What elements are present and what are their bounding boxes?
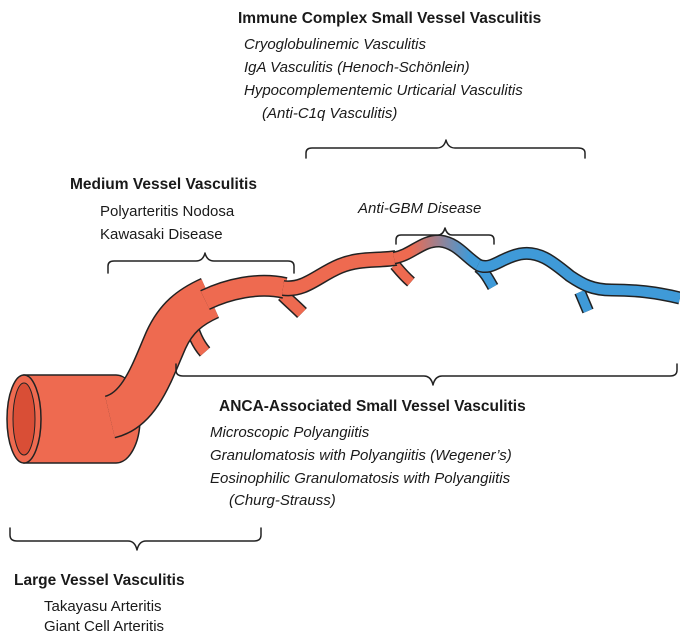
- medium-vessel-item: Polyarteritis Nodosa: [100, 203, 235, 220]
- main-vessel-blue: [475, 246, 680, 305]
- anca-item: Granulomatosis with Polyangiitis (Wegene…: [210, 447, 512, 464]
- anca-item: Microscopic Polyangiitis: [210, 424, 370, 441]
- bracket-medium-vessel: [107, 252, 295, 274]
- aorta-lumen: [12, 382, 36, 456]
- bracket-immune-complex: [305, 139, 586, 159]
- immune-complex-item: (Anti-C1q Vasculitis): [262, 105, 398, 122]
- large-vessel-item: Giant Cell Arteritis: [44, 618, 165, 635]
- main-vessel-red: [102, 250, 398, 439]
- anca-item: Eosinophilic Granulomatosis with Polyang…: [210, 470, 511, 487]
- large-vessel-item: Takayasu Arteritis: [44, 598, 162, 615]
- immune-complex-item: Cryoglobulinemic Vasculitis: [244, 36, 427, 53]
- anca-item: (Churg-Strauss): [229, 492, 336, 509]
- immune-complex-item: IgA Vasculitis (Henoch-Schönlein): [244, 59, 470, 76]
- bracket-anti-gbm: [395, 227, 495, 245]
- large-vessel-heading: Large Vessel Vasculitis: [14, 572, 185, 589]
- bracket-large-vessel: [9, 527, 262, 551]
- anti-gbm-label: Anti-GBM Disease: [358, 200, 482, 217]
- medium-vessel-item: Kawasaki Disease: [100, 226, 223, 243]
- main-vessel-transition: [392, 234, 484, 272]
- medium-vessel-heading: Medium Vessel Vasculitis: [70, 176, 257, 193]
- immune-complex-item: Hypocomplementemic Urticarial Vasculitis: [244, 82, 523, 99]
- bracket-anca: [175, 363, 678, 386]
- anca-heading: ANCA-Associated Small Vessel Vasculitis: [219, 398, 526, 415]
- immune-complex-heading: Immune Complex Small Vessel Vasculitis: [238, 10, 542, 27]
